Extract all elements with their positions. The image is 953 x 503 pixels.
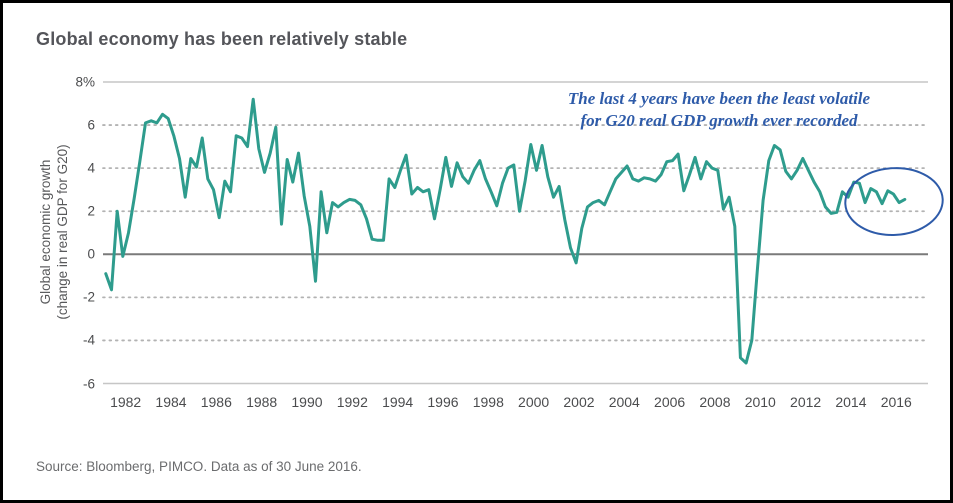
x-tick-label: 1992 (336, 393, 368, 410)
annotation-line2: for G20 real GDP growth ever recorded (580, 110, 858, 130)
y-tick-label: 2 (87, 203, 95, 219)
y-tick-label: 6 (87, 117, 95, 133)
x-tick-label: 1996 (427, 393, 459, 410)
chart-title: Global economy has been relatively stabl… (36, 29, 408, 49)
y-tick-label: -6 (82, 376, 95, 391)
line-chart (102, 81, 944, 385)
x-tick-label: 2004 (608, 393, 640, 410)
x-tick-label: 1990 (291, 393, 323, 410)
y-tick-label: 8% (75, 74, 95, 90)
y-tick-label: -2 (82, 289, 95, 305)
x-tick-label: 2002 (563, 393, 595, 410)
x-tick-label: 2010 (744, 393, 776, 410)
source-note: Source: Bloomberg, PIMCO. Data as of 30 … (36, 459, 362, 474)
y-tick-label: 0 (87, 246, 95, 262)
x-tick-label: 2006 (654, 393, 686, 410)
x-tick-label: 1998 (472, 393, 504, 410)
x-tick-label: 1986 (200, 393, 232, 410)
x-tick-label: 2000 (518, 393, 550, 410)
x-tick-label: 1982 (110, 393, 142, 410)
x-tick-label: 1994 (382, 393, 414, 410)
y-tick-label: -4 (82, 332, 95, 348)
y-tick-label: 4 (87, 160, 95, 176)
highlight-ellipse (844, 167, 944, 236)
x-tick-label: 2014 (835, 393, 867, 410)
x-tick-label: 2012 (790, 393, 822, 410)
gdp-growth-line (104, 97, 907, 365)
x-tick-label: 2016 (880, 393, 912, 410)
annotation-callout: The last 4 years have been the least vol… (503, 88, 935, 132)
x-tick-label: 1984 (155, 393, 187, 410)
annotation-line1: The last 4 years have been the least vol… (567, 89, 871, 108)
x-tick-label: 2008 (699, 393, 731, 410)
x-tick-label: 1988 (246, 393, 278, 410)
